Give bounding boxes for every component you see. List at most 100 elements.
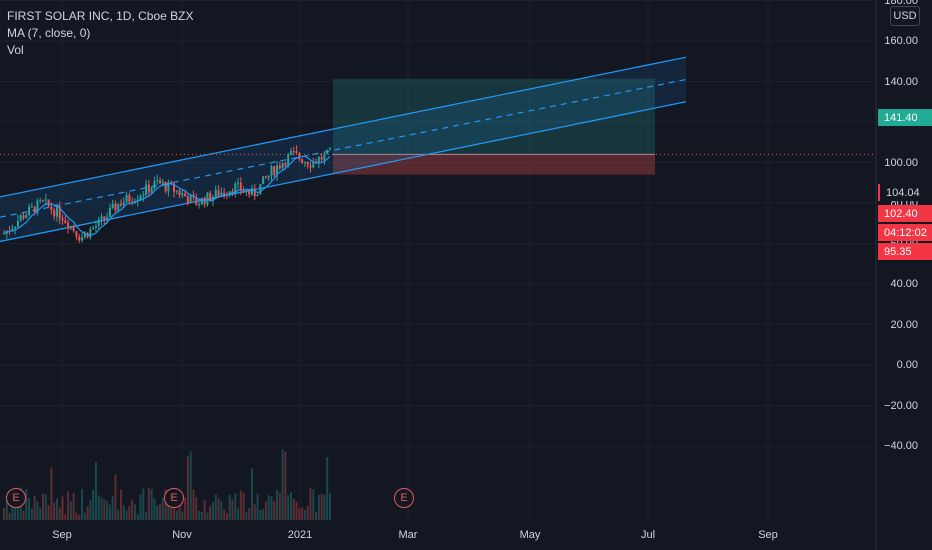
stop-price-label: 102.40 — [878, 205, 932, 222]
volume-bar — [145, 512, 148, 520]
symbol-title[interactable]: FIRST SOLAR INC, 1D, Cboe BZX — [7, 9, 194, 23]
candle-body — [117, 203, 120, 211]
volume-bar — [312, 489, 315, 520]
time-tick-label: Mar — [398, 529, 418, 541]
candle-body — [58, 206, 61, 219]
price-tick-label: 0.00 — [896, 359, 918, 371]
price-tick-label: 20.00 — [890, 318, 918, 331]
volume-bar — [239, 490, 242, 520]
volume-bar — [161, 497, 164, 520]
time-tick-label: Jul — [640, 529, 656, 541]
candle-body — [42, 200, 45, 202]
candle-body — [276, 165, 279, 175]
candle-body — [237, 182, 240, 184]
candle-body — [259, 184, 262, 195]
volume-bar — [8, 512, 11, 520]
price-tick-label: 180.00 — [884, 0, 918, 7]
volume-bar — [303, 510, 306, 520]
candle-body — [75, 230, 78, 237]
volume-bar — [220, 501, 223, 520]
earnings-marker[interactable]: E — [6, 488, 26, 508]
candle-body — [214, 189, 217, 197]
candle-body — [181, 193, 184, 196]
time-tick-label: 2021 — [287, 529, 313, 541]
candle-body — [281, 163, 284, 169]
volume-indicator-label[interactable]: Vol — [7, 43, 24, 57]
candle-body — [125, 195, 128, 203]
volume-bar — [100, 497, 103, 520]
volume-bar — [209, 505, 212, 520]
volume-bar — [136, 514, 139, 520]
bar-countdown-label: 04:12:02 — [878, 224, 932, 241]
volume-bar — [264, 501, 267, 520]
volume-bar — [248, 508, 251, 520]
candle-body — [250, 188, 253, 195]
candle-body — [50, 206, 53, 211]
volume-bar — [186, 456, 189, 520]
volume-bar — [64, 513, 67, 520]
candle-body — [289, 151, 292, 155]
candle-body — [47, 199, 50, 207]
candle-body — [83, 232, 86, 238]
channel-upper-line — [0, 56, 687, 198]
volume-bar — [61, 496, 64, 520]
volume-bar — [195, 497, 198, 520]
candle-body — [33, 206, 36, 213]
regression-channel-fill — [0, 57, 686, 242]
volume-bar — [217, 497, 220, 520]
volume-bar — [234, 493, 237, 520]
price-tick-label: −20.00 — [884, 399, 918, 412]
candle-body — [320, 157, 323, 160]
profit-zone — [333, 78, 655, 155]
candle-body — [159, 180, 162, 184]
candle-body — [122, 202, 125, 206]
moving-average-line — [3, 155, 331, 236]
volume-bar — [175, 510, 178, 520]
volume-bar — [5, 498, 8, 520]
volume-bar — [245, 512, 248, 520]
earnings-marker[interactable]: E — [394, 488, 414, 508]
loss-zone — [333, 154, 655, 175]
volume-bar — [206, 512, 209, 520]
volume-bar — [178, 499, 181, 520]
candle-body — [195, 197, 198, 206]
earnings-marker[interactable]: E — [164, 488, 184, 508]
candle-body — [94, 226, 97, 228]
candle-body — [145, 184, 148, 195]
candle-body — [198, 204, 201, 206]
candle-body — [28, 206, 31, 215]
volume-bar — [326, 457, 329, 520]
volume-bar — [97, 495, 100, 520]
candle-body — [30, 206, 33, 208]
candle-body — [14, 226, 17, 229]
candle-body — [131, 201, 134, 203]
ma-indicator-label[interactable]: MA (7, close, 0) — [7, 26, 91, 40]
candle-body — [136, 199, 139, 202]
volume-bar — [298, 507, 301, 520]
candle-body — [64, 220, 67, 223]
candle-body — [120, 203, 123, 206]
volume-bar — [150, 489, 153, 520]
candle-body — [53, 210, 56, 217]
candle-body — [303, 161, 306, 163]
candle-body — [55, 206, 58, 217]
candle-body — [106, 216, 109, 220]
price-tick-label: −40.00 — [884, 440, 918, 452]
candle-body — [153, 181, 156, 189]
candle-body — [312, 161, 315, 168]
volume-bar — [223, 509, 226, 520]
candle-body — [167, 182, 170, 192]
candle-body — [284, 163, 287, 166]
volume-bar — [78, 514, 81, 520]
candle-body — [287, 154, 290, 166]
candle-body — [228, 191, 231, 195]
candle-body — [245, 190, 248, 193]
volume-bar — [92, 489, 95, 520]
candle-body — [220, 192, 223, 197]
currency-button[interactable]: USD — [890, 6, 920, 26]
candle-body — [67, 222, 70, 229]
candle-body — [295, 151, 298, 153]
volume-bar — [256, 494, 259, 520]
